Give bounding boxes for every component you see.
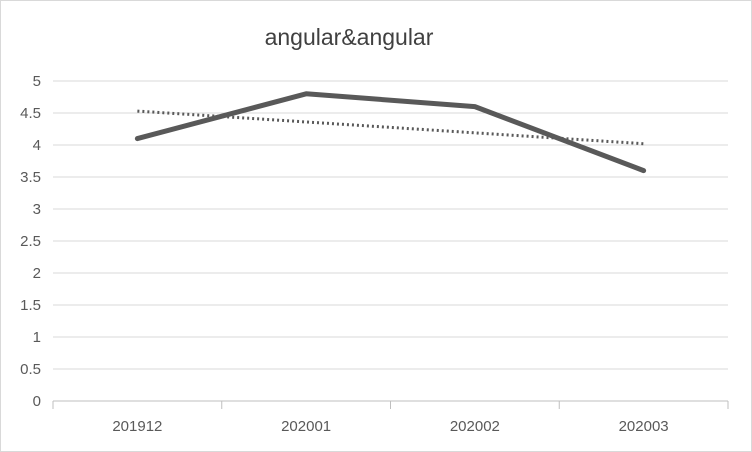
y-axis-tick-labels: 0 0.5 1 1.5 2 2.5 3 3.5 4 4.5 5 (20, 73, 41, 410)
chart-title: angular&angular (265, 24, 434, 50)
y-tick-label: 0 (33, 393, 41, 410)
y-tick-label: 4.5 (20, 105, 41, 122)
x-axis (52, 400, 729, 409)
y-tick-label: 2 (33, 265, 41, 282)
y-tick-label: 0.5 (20, 361, 41, 378)
x-tick-label: 202003 (619, 418, 669, 435)
y-tick-label: 4 (33, 137, 41, 154)
x-tick-label: 202002 (450, 418, 500, 435)
series-line (134, 91, 647, 174)
x-tick-label: 202001 (281, 418, 331, 435)
y-tick-label: 3.5 (20, 169, 41, 186)
gridlines (53, 80, 728, 370)
y-tick-label: 3 (33, 201, 41, 218)
x-tick-label: 201912 (112, 418, 162, 435)
y-tick-label: 1 (33, 329, 41, 346)
y-tick-label: 1.5 (20, 297, 41, 314)
y-tick-label: 5 (33, 73, 41, 90)
y-tick-label: 2.5 (20, 233, 41, 250)
x-axis-tick-labels: 201912 202001 202002 202003 (112, 418, 668, 435)
series-layer (134, 91, 647, 174)
